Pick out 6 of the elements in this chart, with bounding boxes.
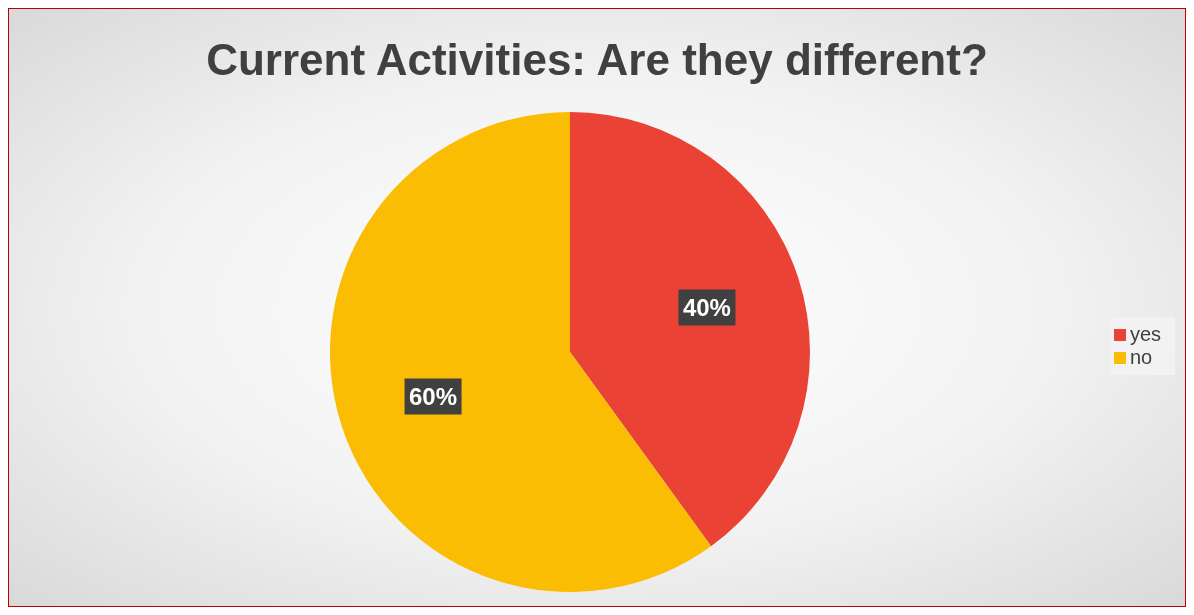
- data-label: 40%: [682, 294, 731, 321]
- pie-slice: [570, 112, 810, 547]
- data-label: 60%: [409, 383, 458, 410]
- legend-label: yes: [1129, 322, 1161, 345]
- chart-title: Current Activities: Are they different?: [205, 34, 989, 85]
- legend-label: no: [1129, 345, 1153, 368]
